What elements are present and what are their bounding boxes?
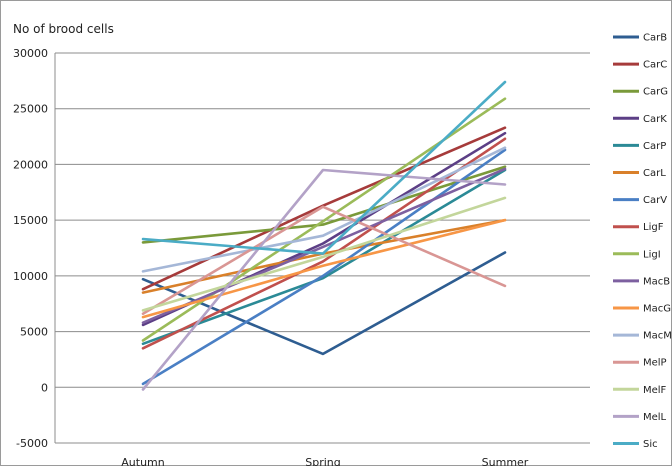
legend-item: CarV — [613, 195, 667, 206]
legend-label: MacB — [643, 276, 670, 287]
y-tick-label: 25000 — [13, 103, 48, 116]
series-line-macb — [141, 167, 507, 325]
legend-label: MacG — [643, 304, 671, 315]
legend-item: MacG — [613, 304, 671, 315]
legend-item: LigI — [613, 249, 661, 260]
x-tick-label: Spring — [305, 456, 341, 466]
series-line-carb — [141, 251, 507, 356]
legend-item: CarK — [613, 114, 667, 125]
series-line-melf — [141, 196, 507, 312]
series-line-carp — [141, 168, 507, 346]
y-tick-labels: -5000 0 5000 10000 15000 20000 25000 30000 — [13, 47, 48, 450]
legend-label: LigF — [643, 222, 664, 233]
y-axis-label: No of brood cells — [13, 22, 114, 36]
x-tick-label: Autumn — [121, 456, 164, 466]
series-line-mell — [141, 168, 507, 391]
x-tick-label: Summer — [482, 456, 529, 466]
legend-item: MacM — [613, 331, 672, 342]
legend-item: CarP — [613, 141, 666, 152]
series-lines — [141, 80, 507, 391]
legend-item: CarL — [613, 168, 666, 179]
x-tick-labels: Autumn Spring Summer — [121, 456, 529, 466]
legend-label: CarL — [643, 168, 666, 179]
legend-label: CarV — [643, 195, 667, 206]
legend-label: CarG — [643, 87, 668, 98]
legend-label: CarC — [643, 60, 667, 71]
legend-label: MelP — [643, 358, 667, 369]
legend-label: CarB — [643, 33, 667, 44]
legend-item: MelL — [613, 412, 667, 423]
y-tick-label: 30000 — [13, 47, 48, 60]
legend-label: LigI — [643, 249, 661, 260]
y-tick-label: -5000 — [16, 437, 48, 450]
legend-item: MelF — [613, 385, 667, 396]
legend-item: CarG — [613, 87, 668, 98]
legend-label: MacM — [643, 331, 672, 342]
legend-label: Sic — [643, 439, 658, 450]
series-line-carv — [141, 148, 507, 386]
series-line-macg — [141, 218, 507, 319]
legend-label: MelL — [643, 412, 667, 423]
legend-item: MacB — [613, 276, 670, 287]
legend-item: CarC — [613, 60, 667, 71]
y-tick-label: 5000 — [20, 326, 48, 339]
legend: CarB CarC CarG CarK CarP CarL CarV LigF LigI MacB… — [613, 33, 672, 450]
legend-label: CarP — [643, 141, 666, 152]
legend-item: LigF — [613, 222, 664, 233]
y-tick-label: 20000 — [13, 158, 48, 171]
series-line-macm — [141, 146, 507, 273]
legend-item: CarB — [613, 33, 667, 44]
legend-label: MelF — [643, 385, 667, 396]
series-line-carg — [141, 165, 507, 244]
legend-item: Sic — [613, 439, 658, 450]
legend-label: CarK — [643, 114, 667, 125]
y-tick-label: 15000 — [13, 214, 48, 227]
y-tick-label: 0 — [41, 381, 48, 394]
series-line-melp — [141, 205, 507, 316]
legend-item: MelP — [613, 358, 667, 369]
y-tick-label: 10000 — [13, 270, 48, 283]
series-line-sic — [141, 80, 507, 255]
